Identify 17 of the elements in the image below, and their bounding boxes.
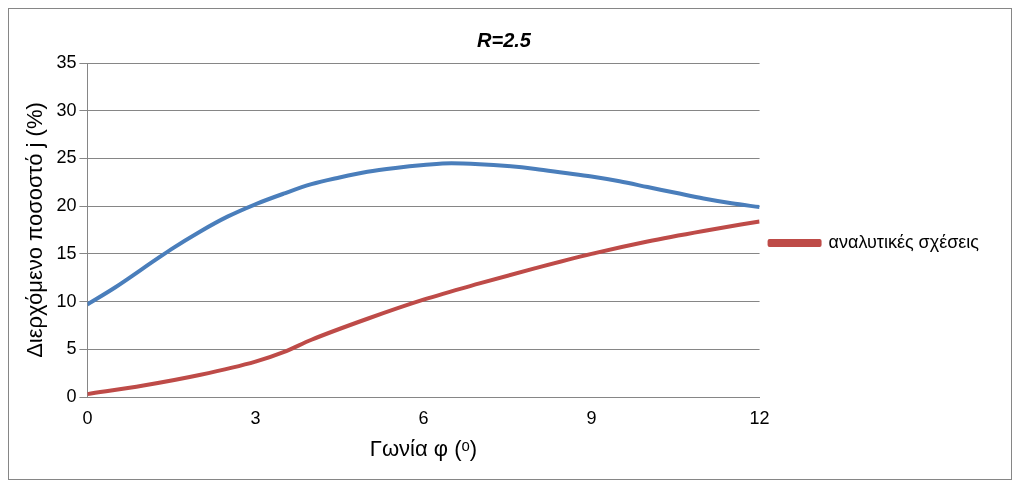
x-tick-label: 12 bbox=[749, 407, 770, 428]
y-tick-label: 20 bbox=[56, 195, 77, 216]
x-tick-label: 9 bbox=[586, 407, 597, 428]
legend-label: αναλυτικές σχέσεις bbox=[828, 231, 980, 252]
y-tick-label: 5 bbox=[66, 338, 77, 359]
chart-title: R=2.5 bbox=[477, 28, 532, 51]
y-axis-title: Διερχόμενο ποσοστό j (%) bbox=[22, 102, 48, 358]
y-tick-label: 25 bbox=[56, 147, 77, 168]
y-tick-label: 15 bbox=[56, 242, 77, 263]
x-tick-label: 0 bbox=[82, 407, 93, 428]
y-tick-label: 10 bbox=[56, 290, 77, 311]
x-tick-label: 6 bbox=[418, 407, 429, 428]
x-tick-label: 3 bbox=[250, 407, 261, 428]
y-tick-label: 35 bbox=[56, 51, 77, 72]
y-tick-label: 30 bbox=[56, 99, 77, 120]
x-axis-title: Γωνία φ (ᵒ) bbox=[369, 435, 478, 461]
y-tick-label: 0 bbox=[66, 385, 77, 406]
